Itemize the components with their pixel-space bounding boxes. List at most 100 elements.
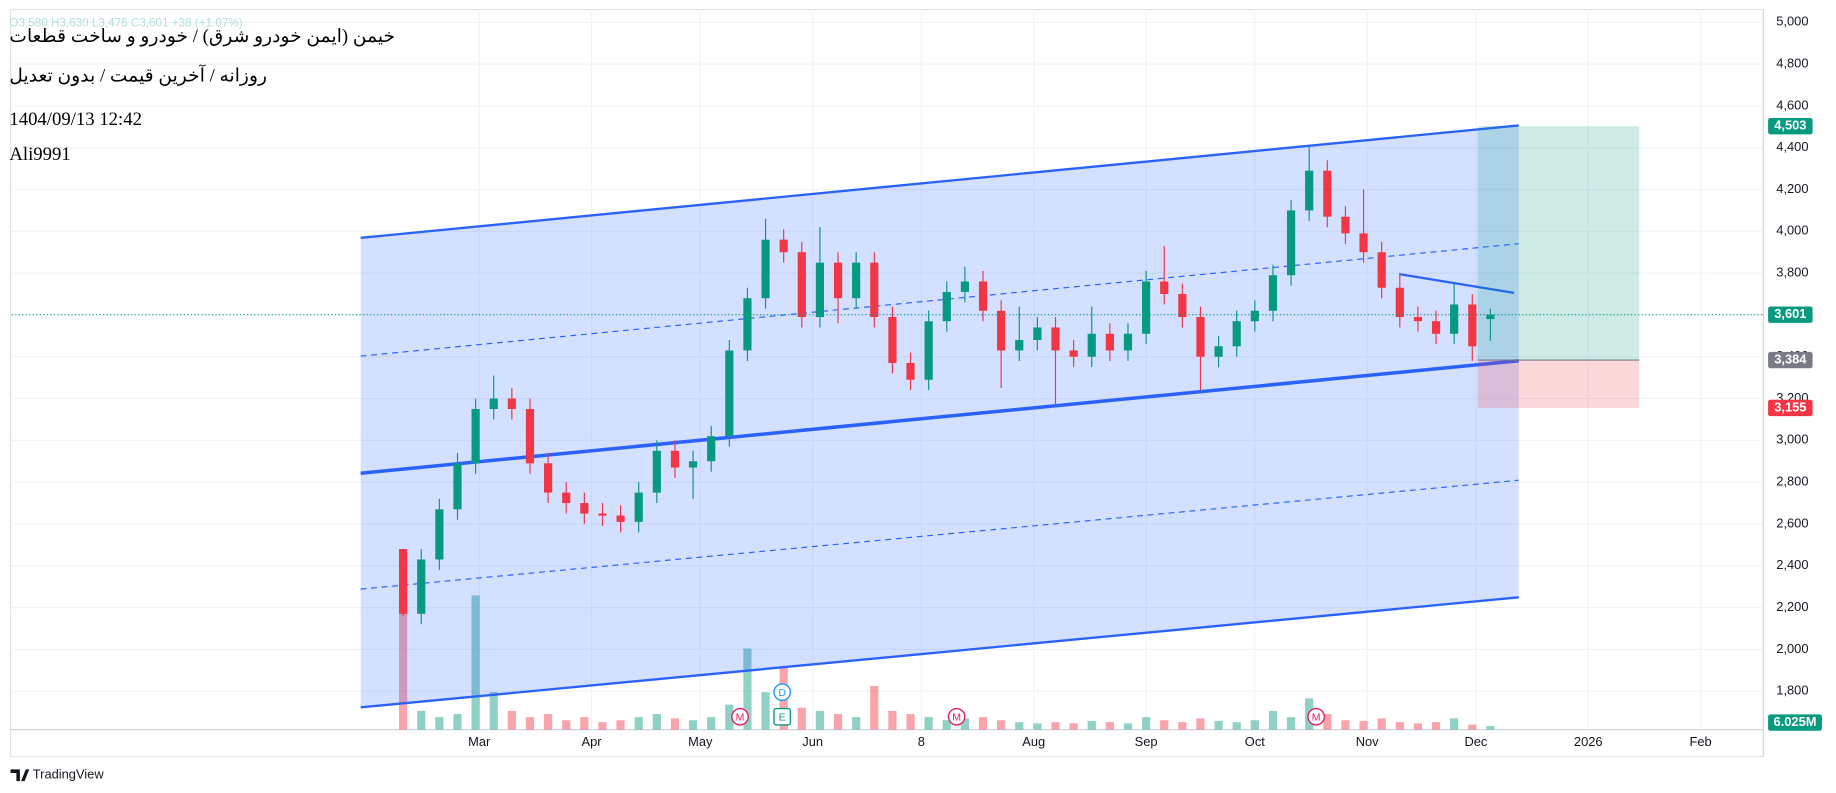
volume-bar — [1250, 720, 1259, 730]
volume-bar — [888, 710, 897, 730]
candle-body — [598, 513, 607, 516]
volume-bar — [852, 717, 861, 730]
candle-body — [1450, 304, 1459, 334]
x-tick-label: Nov — [1356, 734, 1379, 749]
x-tick-label: Mar — [468, 734, 491, 749]
volume-bar — [670, 718, 680, 730]
author: Ali9991 — [9, 144, 70, 165]
event-label: D — [778, 687, 786, 699]
candle-body — [1015, 340, 1024, 351]
volume-label: 6.025M — [1774, 714, 1817, 729]
volume-bar — [399, 554, 408, 730]
volume-bar — [417, 710, 426, 730]
volume-bar — [598, 722, 607, 730]
volume-bar — [507, 710, 516, 730]
volume-bar — [707, 717, 716, 730]
volume-bar — [544, 714, 553, 730]
x-tick-label: Jun — [802, 734, 823, 749]
y-tick-label: 2,800 — [1776, 474, 1808, 489]
candle-body — [1105, 333, 1114, 351]
price-badge — [1768, 351, 1813, 369]
candle-body — [1232, 321, 1241, 347]
candle-body — [1305, 170, 1314, 211]
volume-bar — [725, 704, 734, 730]
candle-body — [1468, 304, 1477, 347]
candle-body — [507, 398, 516, 409]
volume-bar — [870, 685, 879, 730]
volume-bar — [471, 595, 480, 730]
volume-bar — [1069, 723, 1078, 730]
candle-body — [1178, 294, 1187, 318]
candle-body — [1486, 314, 1495, 320]
volume-badge — [1768, 714, 1822, 731]
price-badge — [1768, 306, 1813, 323]
price-badge-label: 3,384 — [1774, 351, 1807, 366]
event-label: E — [779, 712, 786, 724]
volume-bar — [833, 714, 843, 730]
candle-body — [797, 252, 806, 318]
candle-body — [453, 463, 462, 510]
volume-bar — [453, 714, 462, 730]
candle-body — [399, 549, 408, 614]
volume-bar — [815, 710, 825, 730]
chart-subtitle: روزانه / آخرین قیمت / بدون تعدیل — [9, 64, 267, 87]
price-badge — [1768, 117, 1813, 135]
candle-body — [924, 321, 933, 380]
candle-body — [1395, 287, 1404, 318]
volume-bar — [1087, 720, 1096, 730]
candle-body — [688, 461, 698, 468]
timestamp: 1404/09/13 12:42 — [9, 109, 142, 130]
volume-bar — [906, 714, 915, 730]
chart-frame — [9, 8, 1764, 758]
candle-body — [888, 317, 897, 364]
candle-body — [707, 436, 716, 462]
y-tick-label: 4,000 — [1776, 223, 1808, 238]
candle-body — [997, 310, 1006, 351]
volume-bar — [1105, 722, 1114, 730]
price-badge-label: 4,503 — [1774, 118, 1806, 133]
volume-bar — [1160, 720, 1169, 730]
x-tick-label: May — [688, 734, 713, 749]
y-tick-label: 2,400 — [1776, 557, 1808, 572]
volume-bar — [797, 707, 806, 730]
volume-bar — [525, 717, 535, 730]
volume-bar — [1468, 724, 1477, 730]
candle-body — [1196, 317, 1205, 357]
candle-body — [779, 239, 788, 253]
candle-body — [1359, 233, 1368, 253]
candle-body — [1431, 321, 1441, 334]
x-tick-label: Dec — [1464, 734, 1487, 749]
volume-bar — [960, 718, 969, 730]
candle-body — [544, 463, 553, 493]
price-badge — [1768, 399, 1813, 417]
candle-body — [1160, 281, 1169, 295]
candle-body — [670, 450, 680, 468]
candle-body — [435, 509, 444, 560]
x-tick-label: Apr — [582, 734, 603, 749]
candle-body — [1286, 210, 1296, 276]
volume-bar — [435, 717, 444, 730]
long-position — [1477, 126, 1640, 408]
x-tick-label: Sep — [1135, 734, 1158, 749]
candle-body — [652, 450, 661, 493]
candle-body — [580, 503, 589, 514]
volume-bar — [580, 717, 589, 730]
candle-body — [634, 492, 643, 522]
x-tick-label: Feb — [1690, 734, 1712, 749]
candle-body — [525, 408, 535, 464]
y-tick-label: 4,600 — [1776, 97, 1808, 112]
candle-body — [1341, 216, 1350, 234]
volume-bar — [1051, 722, 1060, 730]
event-marker — [731, 707, 749, 726]
volume-bar — [997, 720, 1006, 730]
volume-bar — [1123, 723, 1133, 730]
candle-body — [870, 262, 879, 318]
candle-body — [1323, 170, 1332, 217]
event-label: M — [736, 712, 745, 724]
volume-bar — [1268, 710, 1278, 730]
candle-body — [1250, 310, 1259, 322]
volume-bar — [924, 717, 933, 730]
x-tick-label: Aug — [1022, 734, 1045, 749]
y-tick-label: 4,400 — [1776, 139, 1808, 154]
